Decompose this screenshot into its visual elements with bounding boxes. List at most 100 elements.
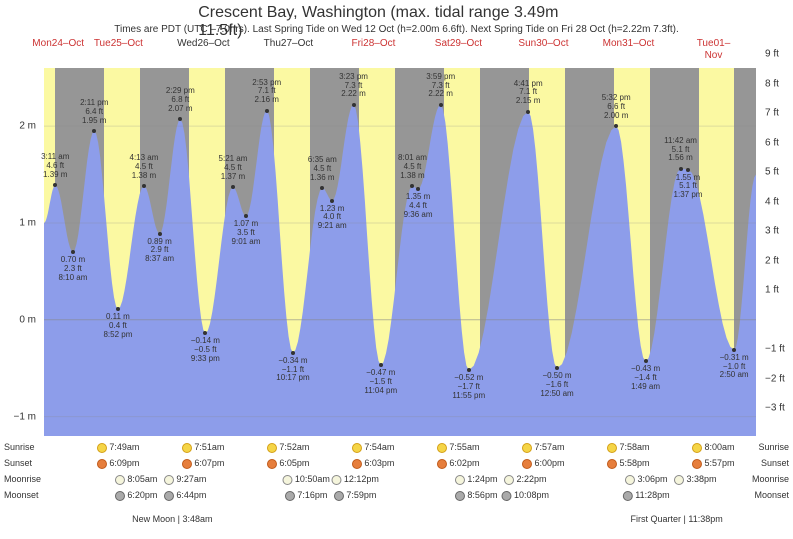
moonset-time: 7:59pm — [334, 490, 376, 501]
row-label: Sunset — [4, 458, 32, 468]
tide-point — [439, 103, 443, 107]
tide-label: −0.50 m−1.6 ft12:50 am — [540, 372, 573, 398]
tide-label: −0.43 m−1.4 ft1:49 am — [631, 365, 660, 391]
moon-down-icon — [164, 491, 174, 501]
moon-up-icon — [504, 475, 514, 485]
moonset-row: MoonsetMoonset6:20pm6:44pm7:16pm7:59pm8:… — [0, 490, 793, 506]
y-tick-meters: 1 m — [19, 217, 36, 228]
sun-up-icon — [607, 443, 617, 453]
tide-point — [467, 368, 471, 372]
tide-label: −0.31 m−1.0 ft2:50 am — [720, 354, 749, 380]
moonrise-time: 1:24pm — [455, 474, 497, 485]
moonrise-time: 3:38pm — [674, 474, 716, 485]
tide-label: 5:21 am4.5 ft1.37 m — [219, 155, 248, 181]
tide-label: 0.11 m0.4 ft8:52 pm — [103, 313, 132, 339]
moonset-time: 6:44pm — [164, 490, 206, 501]
tide-point — [352, 103, 356, 107]
sunrise-time: 8:00am — [692, 442, 734, 453]
sun-up-icon — [522, 443, 532, 453]
sun-down-icon — [692, 459, 702, 469]
tide-point — [526, 110, 530, 114]
row-label: Moonrise — [752, 474, 789, 484]
y-tick-meters: −1 m — [13, 411, 36, 422]
y-tick-meters: 0 m — [19, 314, 36, 325]
tide-label: −0.34 m−1.1 ft10:17 pm — [276, 357, 309, 383]
moon-up-icon — [283, 475, 293, 485]
moon-phase-label: First Quarter | 11:38pm — [631, 514, 723, 524]
y-tick-feet: 4 ft — [765, 196, 779, 207]
moonset-time: 10:08pm — [502, 490, 549, 501]
row-label: Sunrise — [758, 442, 789, 452]
y-tick-feet: 1 ft — [765, 285, 779, 296]
tide-label: 2:29 pm6.8 ft2.07 m — [166, 87, 195, 113]
moonrise-time: 12:12pm — [332, 474, 379, 485]
moon-up-icon — [115, 475, 125, 485]
tide-label: 4:41 pm7.1 ft2.15 m — [514, 80, 543, 106]
sunset-time: 6:07pm — [182, 458, 224, 469]
y-tick-feet: 8 ft — [765, 78, 779, 89]
sunrise-time: 7:49am — [97, 442, 139, 453]
moonrise-time: 9:27am — [164, 474, 206, 485]
tide-label: 11:42 am5.1 ft1.56 m — [664, 137, 697, 163]
y-tick-feet: 5 ft — [765, 167, 779, 178]
sunrise-time: 7:57am — [522, 442, 564, 453]
moon-down-icon — [334, 491, 344, 501]
tide-point — [291, 351, 295, 355]
tide-label: 3:23 pm7.3 ft2.22 m — [339, 73, 368, 99]
sun-down-icon — [182, 459, 192, 469]
sunset-row: SunsetSunset6:09pm6:07pm6:05pm6:03pm6:02… — [0, 458, 793, 474]
tide-label: 2:53 pm7.1 ft2.16 m — [252, 79, 281, 105]
moon-down-icon — [455, 491, 465, 501]
moon-down-icon — [502, 491, 512, 501]
sunrise-time: 7:55am — [437, 442, 479, 453]
moon-phase-label: New Moon | 3:48am — [132, 514, 212, 524]
sunset-time: 5:58pm — [607, 458, 649, 469]
sun-up-icon — [352, 443, 362, 453]
tide-label: 1.23 m4.0 ft9:21 am — [318, 205, 347, 231]
row-label: Moonset — [754, 490, 789, 500]
sunset-time: 6:03pm — [352, 458, 394, 469]
sun-up-icon — [182, 443, 192, 453]
y-tick-feet: 6 ft — [765, 137, 779, 148]
sun-down-icon — [267, 459, 277, 469]
sunset-time: 6:05pm — [267, 458, 309, 469]
tide-label: 1.07 m3.5 ft9:01 am — [232, 220, 261, 246]
sun-down-icon — [97, 459, 107, 469]
sun-down-icon — [352, 459, 362, 469]
tide-point — [158, 232, 162, 236]
sun-down-icon — [522, 459, 532, 469]
row-label: Moonrise — [4, 474, 41, 484]
sunrise-time: 7:51am — [182, 442, 224, 453]
moonrise-time: 3:06pm — [625, 474, 667, 485]
moonset-time: 7:16pm — [285, 490, 327, 501]
tide-label: −0.47 m−1.5 ft11:04 pm — [364, 369, 397, 395]
sun-down-icon — [607, 459, 617, 469]
sunset-time: 5:57pm — [692, 458, 734, 469]
tide-label: 0.89 m2.9 ft8:37 am — [145, 238, 174, 264]
sunset-time: 6:02pm — [437, 458, 479, 469]
sun-moon-table: SunriseSunrise7:49am7:51am7:52am7:54am7:… — [0, 436, 793, 539]
tide-label: 4:13 am4.5 ft1.38 m — [130, 154, 159, 180]
chart-container: Crescent Bay, Washington (max. tidal ran… — [0, 0, 793, 539]
sun-down-icon — [437, 459, 447, 469]
sunset-time: 6:00pm — [522, 458, 564, 469]
moonset-time: 8:56pm — [455, 490, 497, 501]
tide-point — [732, 348, 736, 352]
tide-label: 3:59 pm7.3 ft2.22 m — [426, 73, 455, 99]
tide-label: 1.55 m5.1 ft1:37 pm — [674, 174, 703, 200]
moonrise-time: 10:50am — [283, 474, 330, 485]
moon-up-icon — [332, 475, 342, 485]
moon-down-icon — [623, 491, 633, 501]
chart-subtitle: Times are PDT (UTC –7.0hrs). Last Spring… — [114, 24, 679, 35]
sunrise-time: 7:52am — [267, 442, 309, 453]
y-tick-feet: −2 ft — [765, 373, 785, 384]
y-tick-feet: 2 ft — [765, 255, 779, 266]
y-tick-feet: −3 ft — [765, 403, 785, 414]
sun-up-icon — [97, 443, 107, 453]
tide-point — [265, 109, 269, 113]
tide-point — [71, 250, 75, 254]
moon-up-icon — [164, 475, 174, 485]
moonrise-row: MoonriseMoonrise8:05am9:27am10:50am12:12… — [0, 474, 793, 490]
tide-label: 5:32 pm6.6 ft2.00 m — [602, 94, 631, 120]
y-tick-feet: 9 ft — [765, 49, 779, 60]
